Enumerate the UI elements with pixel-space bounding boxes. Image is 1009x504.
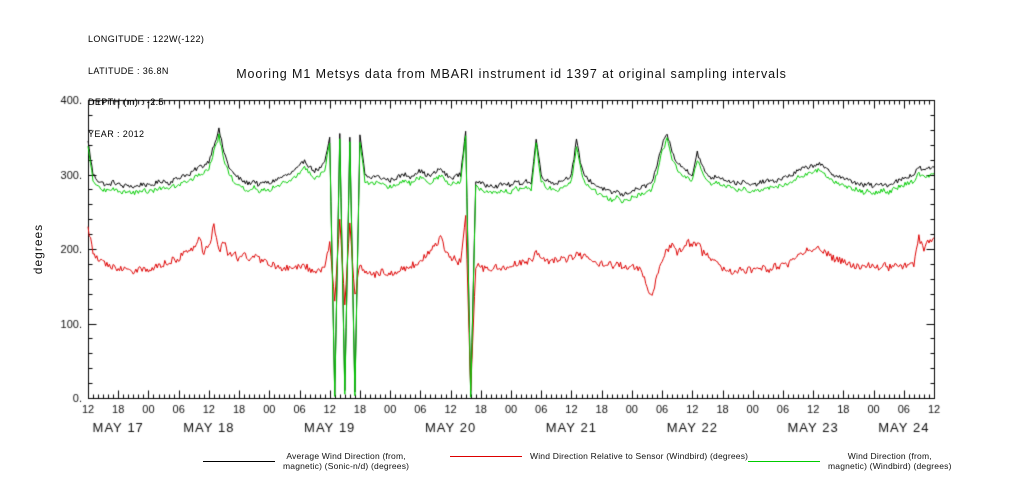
legend-item-windbird: Wind Direction (from, magnetic) (Windbir… bbox=[748, 451, 952, 471]
legend-color-line bbox=[203, 461, 275, 462]
legend-label-line: Average Wind Direction (from, bbox=[286, 451, 406, 461]
legend-label: Wind Direction (from, magnetic) (Windbir… bbox=[828, 451, 952, 471]
legend-color-line bbox=[450, 456, 522, 458]
legend-label-line: magnetic) (Sonic-n/d) (degrees) bbox=[283, 460, 410, 471]
legend-label: Wind Direction Relative to Sensor (Windb… bbox=[530, 451, 749, 462]
legend-label-line: Wind Direction Relative to Sensor (Windb… bbox=[530, 451, 749, 461]
legend-label-line: Wind Direction (from, bbox=[847, 451, 932, 461]
legend-item-sonic: Average Wind Direction (from, magnetic) … bbox=[203, 451, 410, 471]
legend-color-line bbox=[748, 461, 820, 462]
legend: Average Wind Direction (from, magnetic) … bbox=[0, 444, 1009, 484]
legend-label-line: magnetic) (Windbird) (degrees) bbox=[828, 460, 952, 471]
legend-item-relative-windbird: Wind Direction Relative to Sensor (Windb… bbox=[450, 451, 749, 462]
legend-label: Average Wind Direction (from, magnetic) … bbox=[283, 451, 410, 471]
